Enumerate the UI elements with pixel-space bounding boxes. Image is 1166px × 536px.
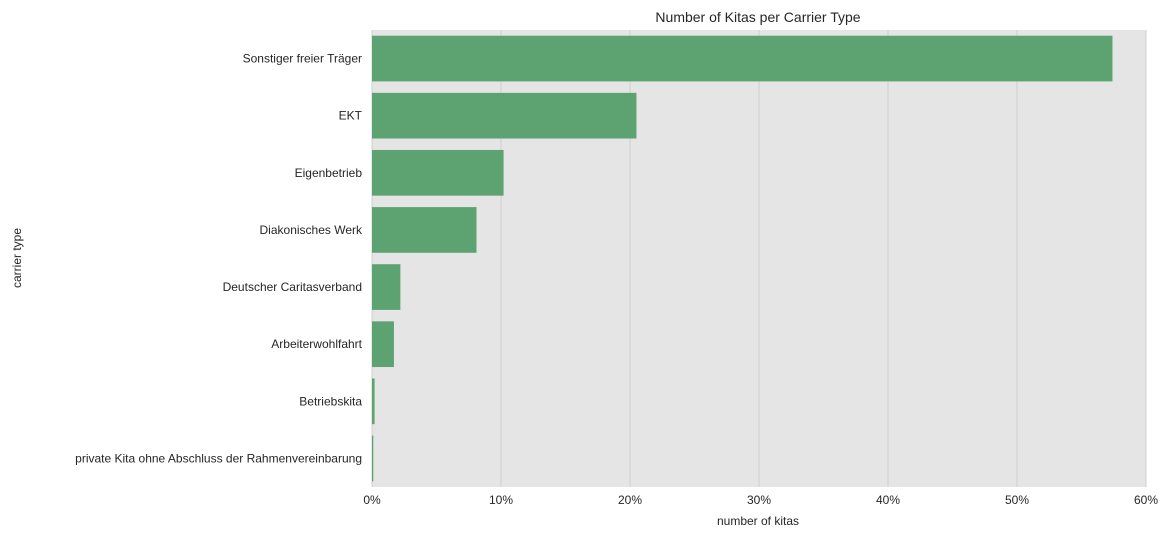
x-tick-labels: 0% 10% 20% 30% 40% 50% 60% <box>363 493 1158 507</box>
bar <box>372 207 477 253</box>
x-tick-label: 20% <box>618 493 642 507</box>
bar <box>372 321 394 368</box>
bar <box>372 92 637 139</box>
x-tick-label: 10% <box>489 493 513 507</box>
y-tick-label: Arbeiterwohlfahrt <box>271 337 362 351</box>
bars <box>372 35 1113 482</box>
bar <box>372 149 504 196</box>
y-tick-label: Sonstiger freier Träger <box>243 52 362 66</box>
x-tick-label: 40% <box>876 493 900 507</box>
y-tick-label: Eigenbetrieb <box>295 166 363 180</box>
y-tick-label: private Kita ohne Abschluss der Rahmenve… <box>75 451 362 465</box>
bar <box>372 435 374 482</box>
x-axis-label: number of kitas <box>717 514 799 528</box>
bar <box>372 264 401 310</box>
y-tick-label: Diakonisches Werk <box>260 223 363 237</box>
y-tick-label: Deutscher Caritasverband <box>223 280 362 294</box>
y-axis-label: carrier type <box>10 228 24 288</box>
y-tick-labels: Sonstiger freier Träger EKT Eigenbetrieb Di… <box>75 52 363 466</box>
y-tick-label: EKT <box>339 109 363 123</box>
bar <box>372 35 1113 82</box>
x-tick-label: 60% <box>1134 493 1158 507</box>
y-tick-label: Betriebskita <box>299 394 362 408</box>
chart-title: Number of Kitas per Carrier Type <box>655 9 860 25</box>
x-tick-label: 30% <box>747 493 771 507</box>
bar <box>372 378 375 425</box>
x-tick-label: 50% <box>1005 493 1029 507</box>
x-tick-label: 0% <box>363 493 381 507</box>
